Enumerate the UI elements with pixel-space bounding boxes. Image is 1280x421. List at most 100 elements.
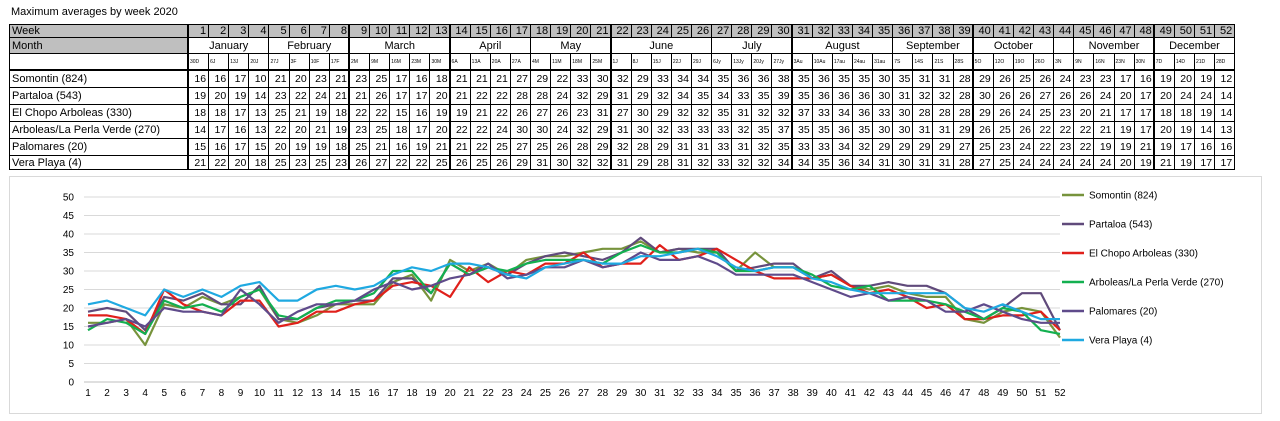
temperature-value: 21: [309, 122, 330, 139]
station-name: El Chopo Arboleas (330): [9, 105, 189, 122]
temperature-value: 21: [1094, 122, 1115, 139]
temperature-value: 21: [1094, 105, 1115, 122]
temperature-value: 19: [1134, 156, 1155, 170]
temperature-value: 36: [812, 71, 833, 88]
temperature-value: 30: [510, 122, 532, 139]
week-date-cell: 16N: [1094, 54, 1115, 71]
y-tick-label: 30: [63, 267, 75, 278]
temperature-value: 35: [752, 88, 773, 105]
temperature-value: 19: [289, 139, 310, 156]
temperature-value: 31: [611, 156, 632, 170]
x-tick-label: 31: [654, 388, 666, 399]
y-tick-label: 25: [63, 285, 75, 296]
x-tick-label: 27: [578, 388, 590, 399]
week-number-cell: 45: [1074, 24, 1095, 38]
x-tick-label: 35: [730, 388, 742, 399]
x-tick-label: 42: [864, 388, 876, 399]
week-date-cell: 9M: [370, 54, 391, 71]
temperature-value: 14: [1215, 88, 1236, 105]
week-number-cell: 6: [289, 24, 310, 38]
temperature-value: 32: [732, 122, 753, 139]
temperature-value: 32: [752, 156, 773, 170]
week-date-cell: 3Au: [792, 54, 813, 71]
temperature-value: 27: [510, 139, 532, 156]
temperature-value: 22: [349, 105, 371, 122]
temperature-value: 25: [531, 139, 552, 156]
temperature-value: 14: [1215, 105, 1236, 122]
temperature-value: 23: [1094, 71, 1115, 88]
temperature-value: 20: [1114, 88, 1135, 105]
week-date-cell: 29J: [692, 54, 713, 71]
temperature-value: 17: [1114, 105, 1135, 122]
temperature-value: 19: [1174, 122, 1195, 139]
temperature-value: 36: [732, 71, 753, 88]
temperature-value: 25: [269, 105, 290, 122]
temperature-value: 27: [531, 105, 552, 122]
temperature-value: 22: [1074, 139, 1095, 156]
temperature-value: 37: [792, 105, 813, 122]
temperature-value: 17: [1174, 139, 1195, 156]
month-cell: April: [450, 38, 532, 54]
temperature-value: 30: [893, 105, 914, 122]
temperature-value: 15: [390, 105, 411, 122]
temperature-value: 15: [189, 139, 210, 156]
temperature-value: 35: [812, 156, 833, 170]
x-tick-label: 34: [711, 388, 723, 399]
temperature-value: 19: [450, 105, 471, 122]
temperature-value: 31: [913, 122, 934, 139]
temperature-value: 24: [1034, 156, 1055, 170]
temperature-value: 18: [209, 105, 230, 122]
week-date-cell: 28D: [1215, 54, 1236, 71]
temperature-value: 33: [712, 139, 733, 156]
temperature-value: 30: [873, 88, 894, 105]
temperature-value: 21: [189, 156, 210, 170]
temperature-value: 18: [249, 156, 270, 170]
temperature-value: 17: [1134, 105, 1155, 122]
temperature-value: 27: [510, 71, 532, 88]
temperature-value: 14: [1195, 122, 1216, 139]
week-date-cell: 11M: [551, 54, 572, 71]
temperature-value: 28: [953, 156, 974, 170]
temperature-value: 32: [852, 139, 874, 156]
temperature-value: 32: [671, 105, 692, 122]
x-tick-label: 7: [200, 388, 206, 399]
week-number-cell: 7: [309, 24, 330, 38]
temperature-value: 28: [953, 88, 974, 105]
temperature-value: 36: [832, 122, 853, 139]
temperature-value: 20: [430, 88, 451, 105]
temperature-value: 19: [430, 105, 451, 122]
x-tick-label: 26: [559, 388, 571, 399]
temperature-value: 21: [450, 139, 471, 156]
x-tick-label: 37: [769, 388, 781, 399]
temperature-value: 32: [591, 156, 612, 170]
x-tick-label: 30: [635, 388, 647, 399]
week-date-cell: 13Jy: [732, 54, 753, 71]
temperature-value: 26: [510, 105, 532, 122]
temperature-value: 26: [993, 88, 1014, 105]
temperature-value: 19: [1114, 139, 1135, 156]
temperature-value: 16: [229, 122, 250, 139]
temperature-value: 32: [692, 105, 713, 122]
series-line: [87, 251, 1060, 328]
legend-label: Partaloa (543): [1089, 220, 1152, 231]
week-number-cell: 35: [873, 24, 894, 38]
week-date-cell: 26O: [1034, 54, 1055, 71]
temperature-value: 39: [772, 88, 793, 105]
month-cell: July: [712, 38, 793, 54]
temperature-value: 22: [1034, 139, 1055, 156]
month-cell: November: [1074, 38, 1155, 54]
x-tick-label: 15: [349, 388, 361, 399]
week-number-cell: 30: [772, 24, 793, 38]
week-number-cell: 12: [410, 24, 431, 38]
temperature-value: 23: [993, 139, 1014, 156]
temperature-value: 27: [611, 105, 632, 122]
temperature-value: 18: [189, 105, 210, 122]
temperature-value: 22: [269, 122, 290, 139]
x-tick-label: 43: [883, 388, 895, 399]
week-number-cell: 33: [832, 24, 853, 38]
week-number-cell: 25: [671, 24, 692, 38]
temperature-value: 22: [289, 88, 310, 105]
temperature-value: 19: [1174, 156, 1195, 170]
temperature-value: 32: [651, 122, 672, 139]
